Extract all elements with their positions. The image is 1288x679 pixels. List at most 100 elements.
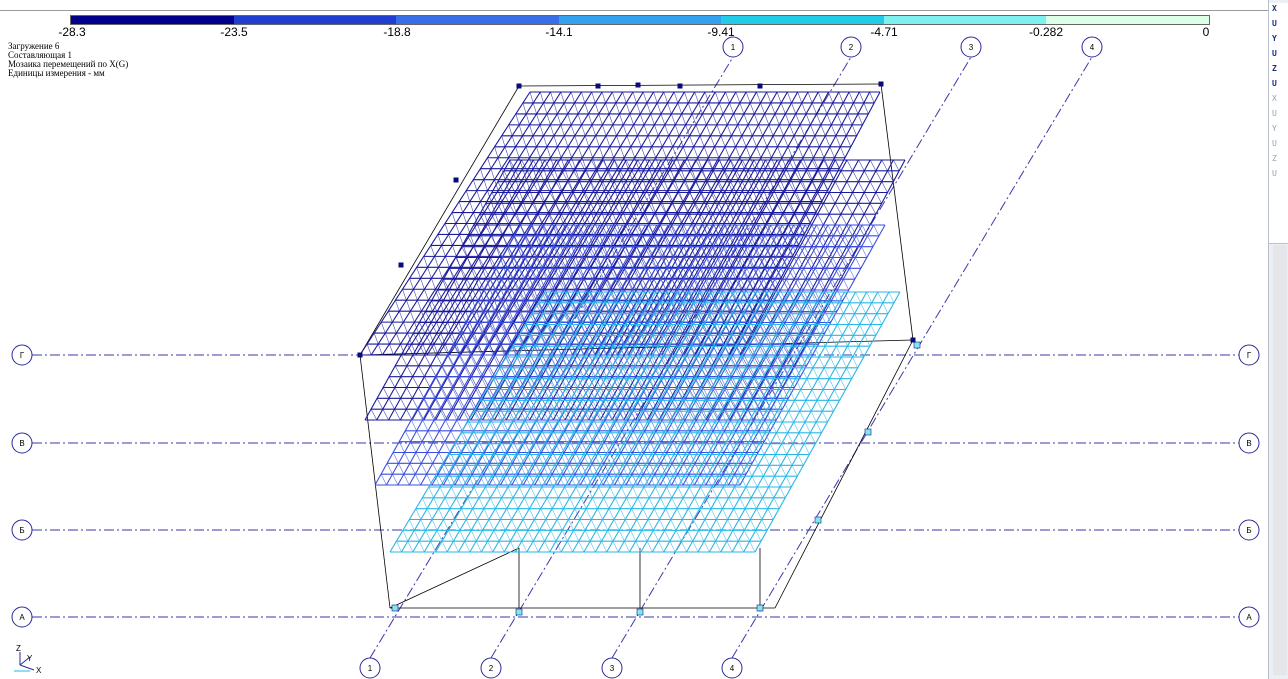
axis-bubble-bottom-4[interactable]: 4 [721, 657, 743, 679]
axis-bubble-right-g[interactable]: Г [1238, 344, 1260, 366]
slab-mesh-diagonal [547, 257, 554, 269]
slab-mesh-diagonal [752, 268, 760, 280]
slab-mesh-diagonal [567, 146, 572, 158]
slab-mesh-diagonal [679, 224, 686, 236]
axis-bubble-right-a[interactable]: А [1238, 606, 1260, 628]
slab-mesh-diagonal [522, 322, 529, 334]
slab-mesh-diagonal [622, 291, 628, 303]
slab-mesh-diagonal [656, 367, 662, 379]
slab-mesh-diagonal [678, 268, 684, 280]
slab-mesh-diagonal [439, 409, 446, 421]
axis-bubble-top-4[interactable]: 4 [1081, 36, 1103, 58]
slab-mesh-diagonal [425, 311, 432, 323]
toolbar-button[interactable]: Y [1272, 34, 1277, 43]
slab-mesh-diagonal [723, 486, 729, 498]
slab-mesh-diagonal [404, 430, 411, 442]
slab-mesh-diagonal [500, 343, 506, 356]
slab-mesh-diagonal [613, 246, 620, 258]
slab-mesh-diagonal [665, 508, 672, 520]
slab-mesh-diagonal [436, 354, 443, 366]
axis-bubble-bottom-3[interactable]: 3 [601, 657, 623, 679]
slab-mesh-diagonal [614, 159, 621, 171]
slab-mesh-diagonal [855, 257, 862, 269]
slab-mesh-diagonal [603, 324, 609, 336]
axis-bubble-left-g[interactable]: Г [11, 344, 33, 366]
axis-bubble-top-2[interactable]: 2 [840, 36, 862, 58]
slab-mesh-diagonal [861, 224, 868, 236]
frame-member [359, 85, 520, 356]
slab-mesh-diagonal [417, 300, 422, 312]
toolbar-button[interactable]: U [1272, 49, 1277, 58]
slab-mesh-diagonal [688, 291, 695, 303]
axis-bubble-top-1[interactable]: 1 [722, 36, 744, 58]
slab-mesh-diagonal [752, 335, 759, 347]
slab-mesh-diagonal [520, 465, 527, 477]
slab-mesh-diagonal [846, 181, 853, 193]
slab-mesh-diagonal [694, 378, 701, 390]
slab-mesh-diagonal [562, 432, 568, 444]
slab-mesh-diagonal [634, 157, 639, 169]
slab-mesh-diagonal [500, 300, 507, 312]
slab-mesh-diagonal [772, 135, 778, 147]
toolbar-button[interactable]: X [1272, 4, 1277, 13]
slab-mesh-diagonal [517, 245, 522, 257]
slab-mesh-diagonal [630, 257, 637, 269]
toolbar-button[interactable]: Z [1272, 64, 1277, 73]
toolbar-button[interactable]: U [1272, 79, 1277, 88]
axis-bubble-left-b[interactable]: Б [11, 519, 33, 541]
slab-mesh-diagonal [718, 224, 725, 236]
slab-mesh-diagonal [460, 311, 467, 323]
slab-mesh-diagonal [595, 432, 602, 444]
slab-mesh-diagonal [893, 159, 900, 171]
slab-mesh-diagonal [757, 346, 764, 358]
slab-mesh-diagonal [478, 257, 485, 269]
slab-mesh-diagonal [530, 486, 536, 498]
slab-mesh-diagonal [529, 91, 534, 104]
slab-mesh-diagonal [782, 302, 789, 314]
slab-mesh-diagonal [677, 102, 682, 115]
slab-mesh-diagonal [781, 157, 787, 169]
axis-bubble-left-a[interactable]: А [11, 606, 33, 628]
slab-mesh-diagonal [798, 235, 805, 247]
node-marker [757, 83, 763, 89]
slab-mesh-diagonal [488, 322, 495, 334]
slab-mesh-diagonal [529, 508, 535, 520]
slab-mesh-diagonal [823, 246, 830, 258]
slab-mesh-diagonal [605, 102, 610, 115]
slab-mesh-diagonal [809, 257, 816, 269]
legend-color-segment [71, 16, 234, 24]
slab-mesh-diagonal [762, 356, 769, 368]
legend-tick: -28.3 [58, 25, 86, 39]
axis-bubble-bottom-2[interactable]: 2 [480, 657, 502, 679]
toolbar-button[interactable]: U [1272, 19, 1277, 28]
slab-mesh-diagonal [668, 443, 675, 455]
slab-mesh-diagonal [832, 102, 838, 115]
axis-bubble-top-3[interactable]: 3 [960, 36, 982, 58]
slab-mesh-diagonal [413, 289, 418, 301]
slab-mesh-diagonal [577, 465, 583, 477]
axis-bubble-right-v[interactable]: В [1238, 432, 1260, 454]
slab-mesh-diagonal [863, 102, 869, 115]
slab-mesh-diagonal [581, 324, 587, 336]
slab-mesh-diagonal [881, 181, 888, 193]
slab-mesh-diagonal [757, 268, 764, 280]
slab-mesh-diagonal [757, 465, 764, 477]
slab-mesh-diagonal [487, 344, 494, 356]
slab-mesh-diagonal [780, 268, 787, 280]
slab-mesh-diagonal [555, 541, 562, 553]
axis-bubble-left-v[interactable]: В [11, 432, 33, 454]
slab-mesh-diagonal [563, 508, 569, 520]
slab-mesh-diagonal [672, 476, 679, 488]
axis-bubble-bottom-1[interactable]: 1 [359, 657, 381, 679]
slab-mesh-diagonal [699, 135, 705, 147]
axis-bubble-right-b[interactable]: Б [1238, 519, 1260, 541]
panel-scrollbar[interactable] [1273, 245, 1287, 675]
slab-mesh-diagonal [638, 278, 644, 290]
slab-mesh-diagonal [842, 335, 848, 347]
slab-mesh-diagonal [820, 313, 827, 325]
slab-mesh-diagonal [737, 256, 744, 268]
slab-mesh-diagonal [444, 441, 451, 453]
slab-mesh-diagonal [517, 508, 524, 520]
slab-mesh-diagonal [844, 291, 850, 303]
